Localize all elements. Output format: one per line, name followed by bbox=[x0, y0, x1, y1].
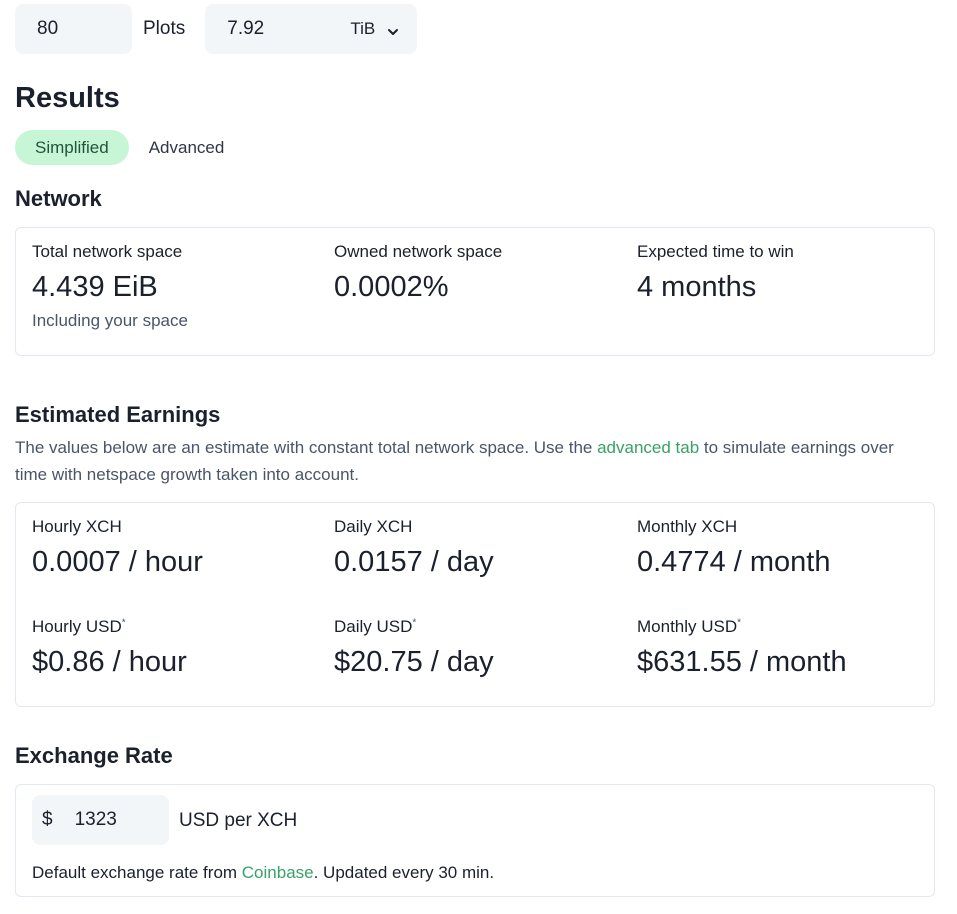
stat-label: Hourly XCH bbox=[32, 517, 122, 536]
stat-help-text: Including your space bbox=[32, 311, 188, 330]
stat-value: 4.439 EiB bbox=[32, 271, 158, 303]
network-card: Total network space 4.439 EiB Including … bbox=[15, 227, 935, 356]
stat-value: 0.4774 / month bbox=[637, 546, 831, 578]
stat-daily-xch: Daily XCH 0.0157 / day bbox=[334, 517, 494, 579]
stat-monthly-usd: Monthly USD* $631.55 / month bbox=[637, 617, 847, 679]
asterisk: * bbox=[121, 617, 126, 629]
stat-daily-usd: Daily USD* $20.75 / day bbox=[334, 617, 494, 679]
desc-text: to simulate earnings over time with nets… bbox=[15, 438, 894, 484]
stat-label: Monthly XCH bbox=[637, 517, 738, 536]
earnings-title: Estimated Earnings bbox=[15, 402, 221, 427]
plot-size-input[interactable] bbox=[205, 18, 326, 40]
plot-inputs-row: Plots TiB bbox=[15, 4, 418, 54]
stat-value: $0.86 / hour bbox=[32, 646, 187, 678]
advanced-tab-link[interactable]: advanced tab bbox=[597, 438, 700, 457]
exchange-rate-group: $ bbox=[32, 795, 169, 845]
tab-advanced[interactable]: Advanced bbox=[148, 137, 225, 157]
desc-text: The values below are an estimate with co… bbox=[15, 438, 598, 457]
stat-total-network-space: Total network space 4.439 EiB Including … bbox=[32, 242, 188, 331]
asterisk: * bbox=[412, 617, 417, 629]
stat-label: Hourly USD* bbox=[32, 617, 187, 637]
unit-select[interactable]: TiB bbox=[350, 19, 399, 39]
note-text: Default exchange rate from bbox=[32, 863, 242, 882]
stat-monthly-xch: Monthly XCH 0.4774 / month bbox=[637, 517, 830, 579]
stat-label: Expected time to win bbox=[637, 242, 794, 261]
plot-count-input[interactable] bbox=[15, 4, 132, 54]
coinbase-link[interactable]: Coinbase bbox=[241, 863, 314, 882]
note-text: . Updated every 30 min. bbox=[313, 863, 495, 882]
stat-value: 0.0157 / day bbox=[334, 546, 494, 578]
stat-value: $631.55 / month bbox=[637, 646, 847, 678]
exchange-rate-input[interactable] bbox=[74, 809, 165, 831]
stat-hourly-xch: Hourly XCH 0.0007 / hour bbox=[32, 517, 203, 579]
stat-label-text: Hourly USD bbox=[32, 617, 122, 636]
dollar-prefix: $ bbox=[42, 809, 53, 830]
stat-value: $20.75 / day bbox=[334, 646, 494, 678]
stat-label: Total network space bbox=[32, 242, 183, 261]
stat-label: Owned network space bbox=[334, 242, 503, 261]
earnings-card: Hourly XCH 0.0007 / hour Daily XCH 0.015… bbox=[15, 502, 935, 707]
stat-hourly-usd: Hourly USD* $0.86 / hour bbox=[32, 617, 187, 679]
network-title: Network bbox=[15, 186, 102, 211]
stat-label-text: Monthly USD bbox=[637, 617, 738, 636]
stat-label: Monthly USD* bbox=[637, 617, 847, 637]
stat-value: 0.0002% bbox=[334, 271, 449, 303]
tab-simplified[interactable]: Simplified bbox=[15, 130, 129, 165]
stat-value: 4 months bbox=[637, 271, 757, 303]
stat-owned-network-space: Owned network space 0.0002% bbox=[334, 242, 502, 304]
exchange-rate-note: Default exchange rate from Coinbase. Upd… bbox=[32, 863, 494, 883]
plot-size-group: TiB bbox=[205, 4, 418, 54]
exchange-rate-unit: USD per XCH bbox=[179, 810, 298, 831]
plots-label: Plots bbox=[143, 18, 186, 39]
stat-expected-time-to-win: Expected time to win 4 months bbox=[637, 242, 794, 304]
chevron-down-icon bbox=[387, 23, 399, 35]
stat-value: 0.0007 / hour bbox=[32, 546, 203, 578]
results-tabs: Simplified Advanced bbox=[15, 130, 244, 165]
exchange-rate-card: $ USD per XCH Default exchange rate from… bbox=[15, 784, 935, 897]
asterisk: * bbox=[737, 617, 742, 629]
stat-label: Daily USD* bbox=[334, 617, 494, 637]
exchange-rate-title: Exchange Rate bbox=[15, 743, 173, 768]
stat-label-text: Daily USD bbox=[334, 617, 413, 636]
unit-select-value: TiB bbox=[350, 19, 376, 38]
earnings-description: The values below are an estimate with co… bbox=[15, 434, 925, 488]
stat-label: Daily XCH bbox=[334, 517, 413, 536]
results-title: Results bbox=[15, 82, 120, 114]
